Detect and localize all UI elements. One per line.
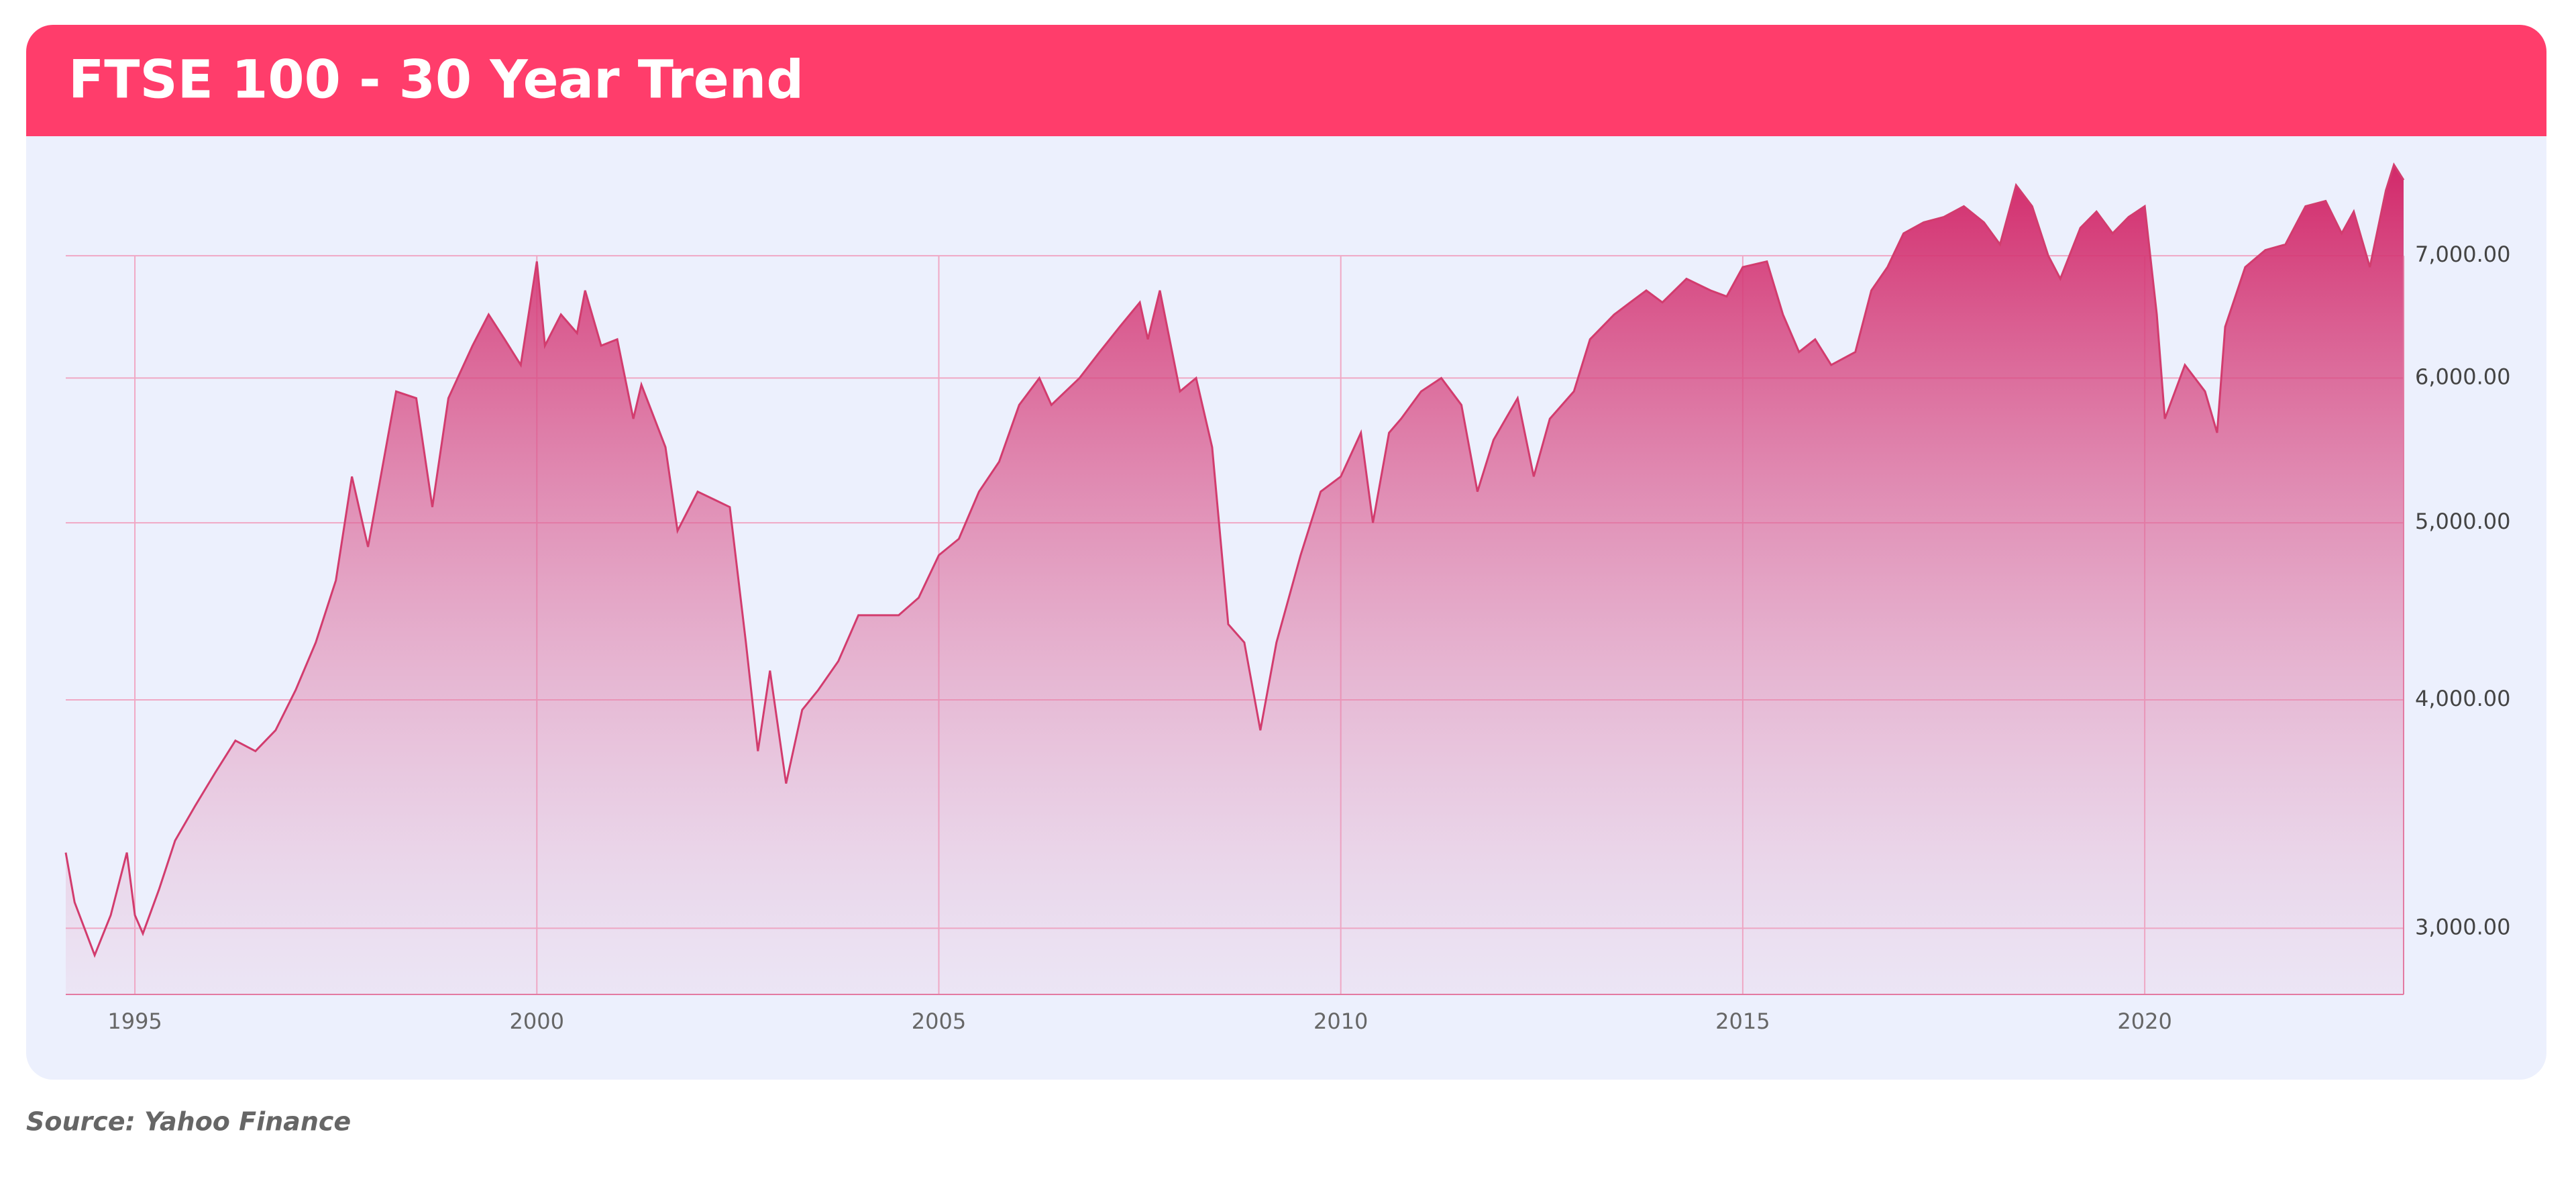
chart-title: FTSE 100 - 30 Year Trend bbox=[68, 50, 804, 110]
x-tick-label: 2010 bbox=[1313, 1009, 1368, 1034]
x-tick-label: 2000 bbox=[510, 1009, 564, 1034]
x-tick-label: 2005 bbox=[912, 1009, 966, 1034]
y-tick-label: 3,000.00 bbox=[2415, 914, 2511, 939]
x-tick-label: 2015 bbox=[1715, 1009, 1770, 1034]
area bbox=[66, 164, 2404, 994]
x-tick-label: 2020 bbox=[2117, 1009, 2171, 1034]
header bbox=[26, 25, 2546, 136]
y-tick-label: 5,000.00 bbox=[2415, 509, 2511, 534]
y-tick-label: 4,000.00 bbox=[2415, 686, 2511, 711]
x-tick-label: 1995 bbox=[107, 1009, 162, 1034]
y-tick-label: 7,000.00 bbox=[2415, 242, 2511, 267]
source: Source: Yahoo Finance bbox=[26, 1107, 351, 1137]
line bbox=[64, 162, 2405, 958]
y-tick-label: 6,000.00 bbox=[2415, 364, 2511, 389]
